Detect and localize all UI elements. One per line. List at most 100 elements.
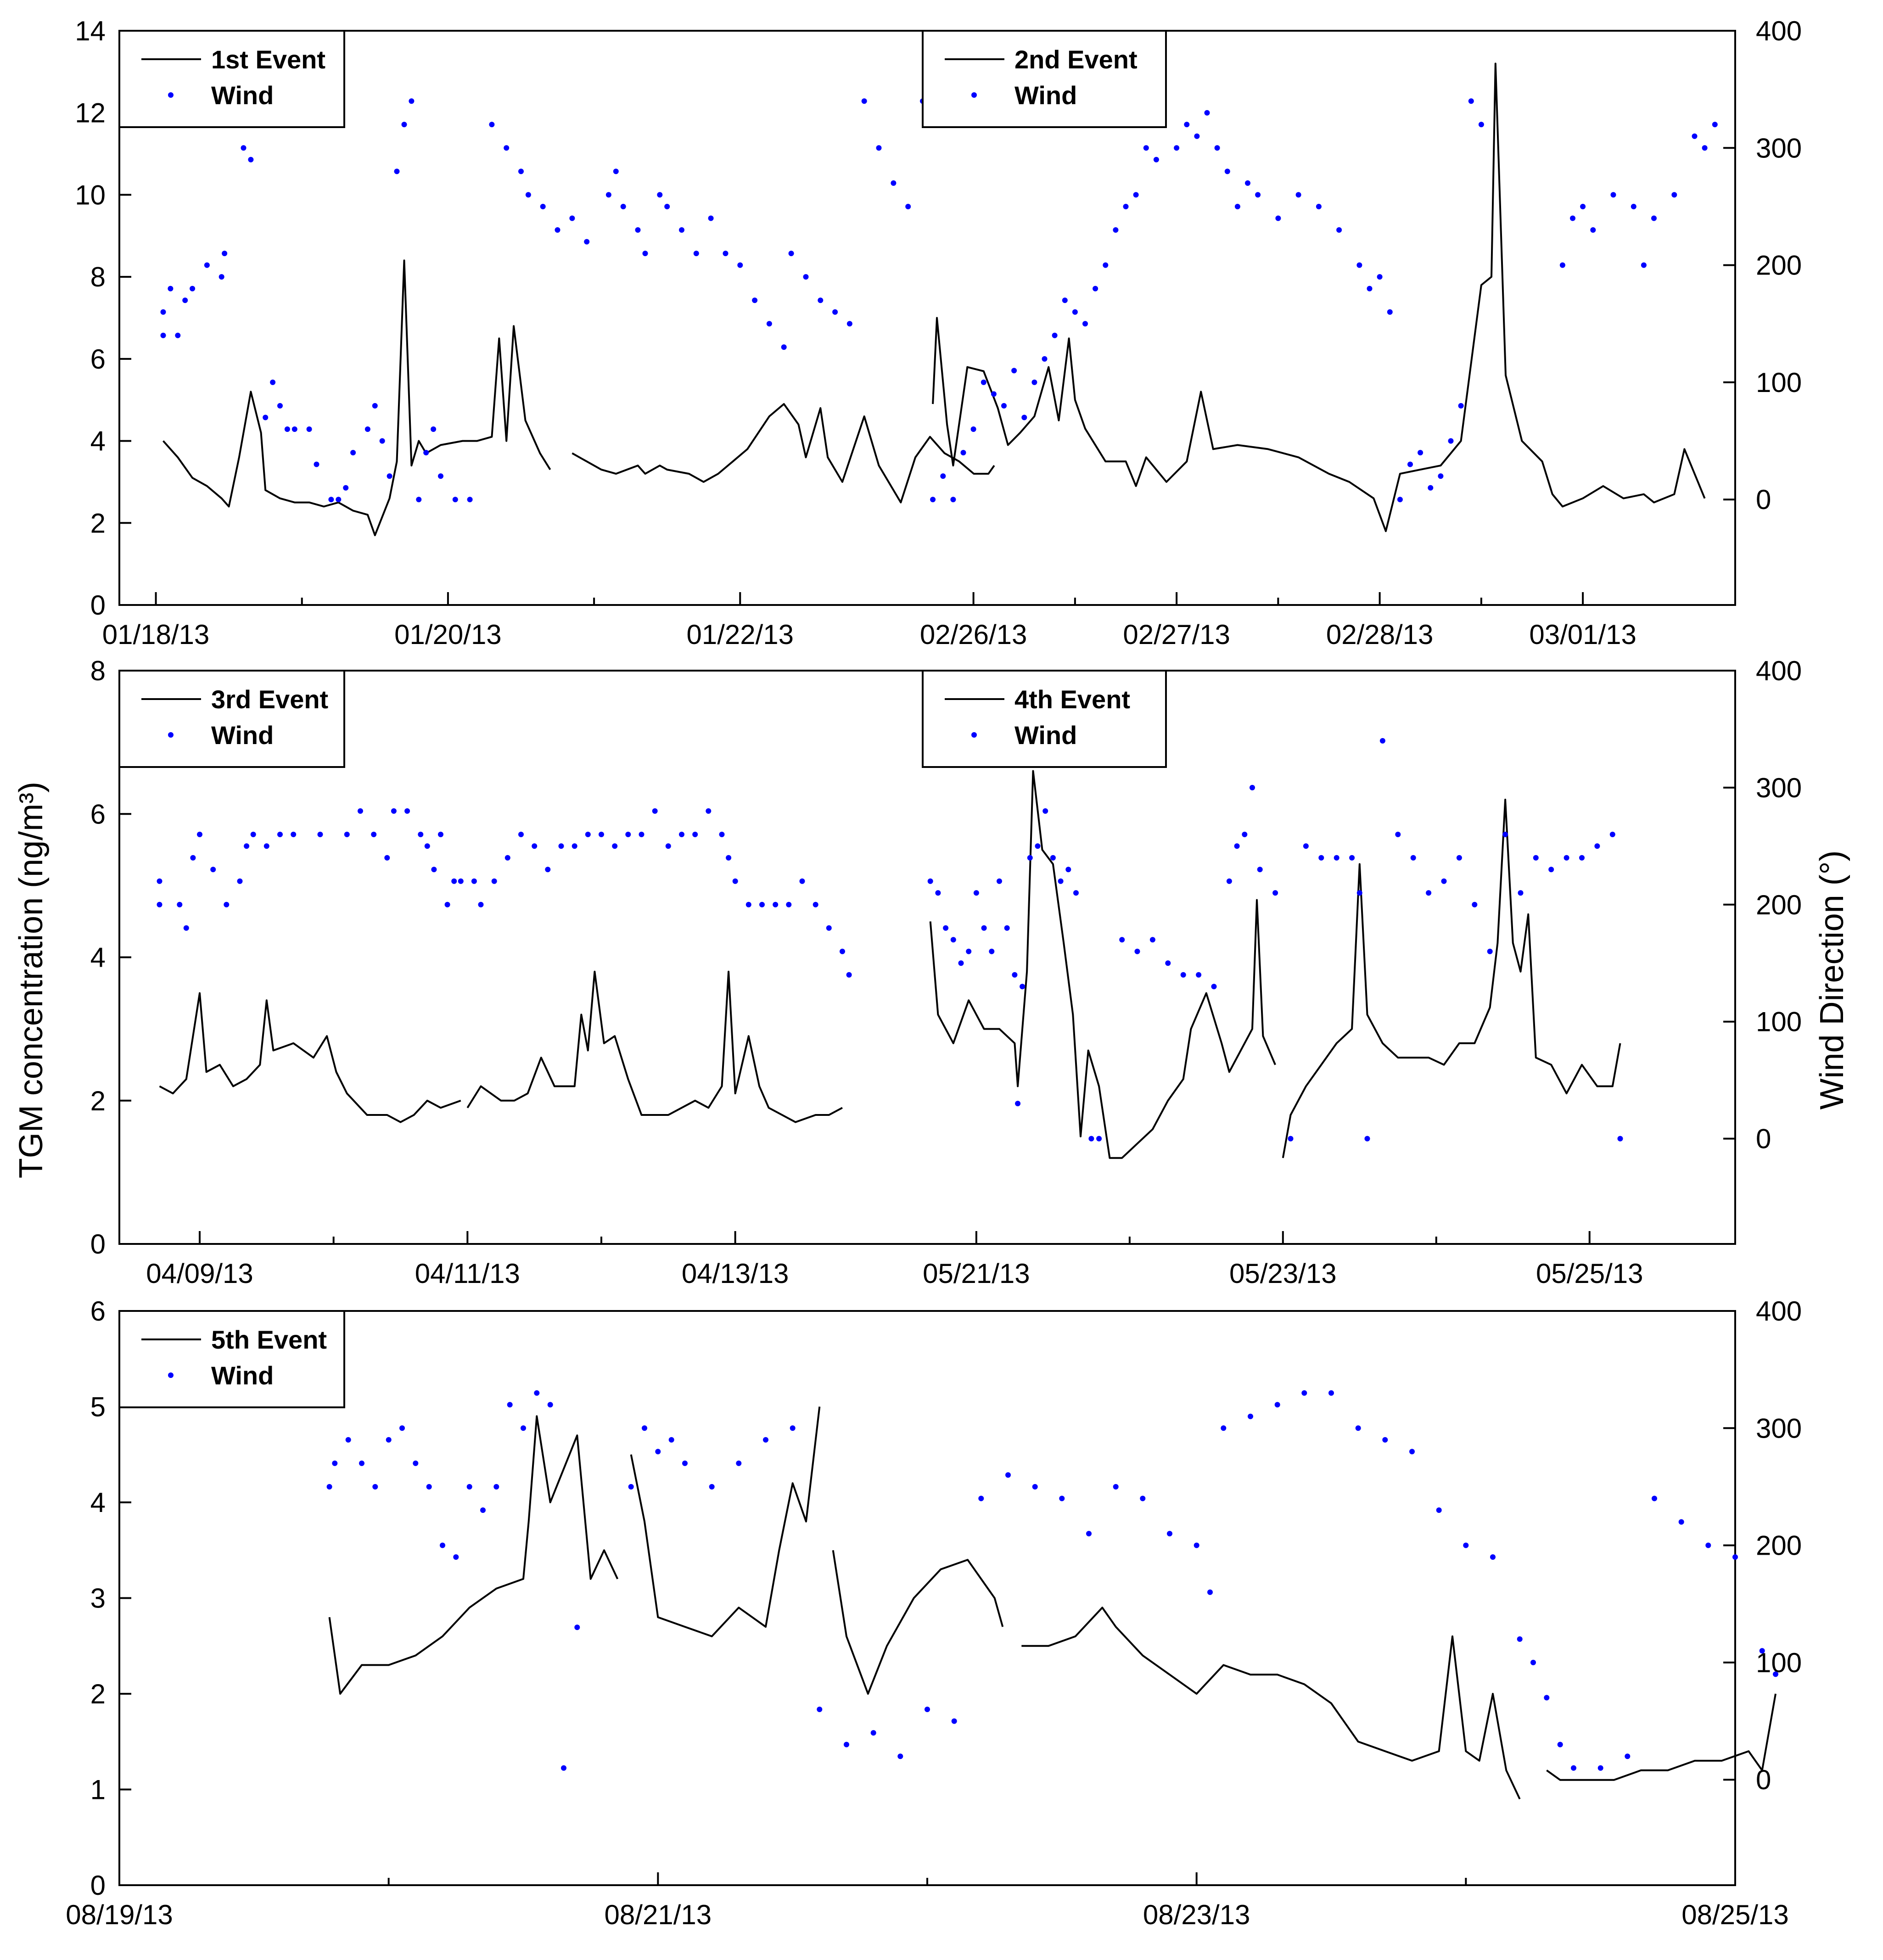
chart-row-1: 0 2 4 6 8 10 12 14 0 100 200 300 400 01/18/13 01/20/13… xyxy=(75,16,1802,650)
wind-point xyxy=(1303,843,1309,849)
wind-point xyxy=(1410,855,1416,861)
left-axis-tick-label: 0 xyxy=(90,590,106,621)
left-axis-tick-label: 4 xyxy=(90,426,106,457)
wind-point xyxy=(1712,122,1718,128)
wind-point xyxy=(958,960,964,966)
wind-point xyxy=(978,1495,984,1501)
wind-point xyxy=(404,808,410,814)
wind-point xyxy=(1428,485,1434,491)
wind-point xyxy=(759,902,765,907)
wind-point xyxy=(1356,262,1362,268)
wind-point xyxy=(891,180,897,186)
event-5-panel: 08/19/13 08/21/13 08/23/13 08/25/13 5th Even… xyxy=(66,1310,1789,1930)
wind-point xyxy=(1042,808,1048,814)
wind-point xyxy=(1133,192,1139,198)
left-axis-tick-label: 6 xyxy=(90,799,106,829)
wind-point xyxy=(1641,262,1647,268)
wind-point xyxy=(1570,215,1575,221)
wind-point xyxy=(1052,332,1058,338)
wind-point xyxy=(1671,192,1677,198)
wind-point xyxy=(491,878,497,884)
right-axis-tick-label: 300 xyxy=(1756,133,1802,163)
wind-point xyxy=(1334,855,1339,861)
wind-point xyxy=(1678,1519,1684,1525)
y-axis-title-right: Wind Direction (°) xyxy=(1814,851,1850,1110)
tgm-series-line xyxy=(832,1550,1004,1695)
wind-point xyxy=(973,890,979,896)
wind-point xyxy=(344,831,350,837)
wind-point xyxy=(1316,204,1322,209)
wind-point xyxy=(737,262,743,268)
wind-point xyxy=(1194,133,1200,139)
wind-point xyxy=(177,902,183,907)
wind-point xyxy=(558,843,564,849)
wind-point xyxy=(981,925,987,931)
wind-point xyxy=(1184,122,1190,128)
wind-point xyxy=(943,925,949,931)
wind-point xyxy=(413,1460,419,1466)
wind-point xyxy=(1571,1765,1576,1771)
wind-point xyxy=(391,808,397,814)
wind-point xyxy=(401,122,407,128)
x-axis-tick-label: 01/18/13 xyxy=(102,619,210,650)
x-axis-tick-label: 02/28/13 xyxy=(1326,619,1434,650)
left-axis-tick-label: 8 xyxy=(90,262,106,292)
wind-point xyxy=(1518,890,1524,896)
wind-point xyxy=(471,878,477,884)
legend-wind-label: Wind xyxy=(1014,721,1077,750)
wind-point xyxy=(467,497,473,503)
right-axis-tick-label: 200 xyxy=(1756,890,1802,920)
wind-point xyxy=(507,1402,513,1408)
left-axis-tick-label: 4 xyxy=(90,942,106,973)
wind-point xyxy=(452,497,458,503)
wind-point xyxy=(981,379,986,385)
wind-point xyxy=(1226,878,1232,884)
wind-point xyxy=(639,831,644,837)
wind-point xyxy=(574,1624,580,1630)
wind-point xyxy=(1441,878,1447,884)
right-axis-tick-label: 0 xyxy=(1756,1124,1771,1154)
wind-point xyxy=(525,192,531,198)
wind-point xyxy=(1149,937,1155,943)
wind-point xyxy=(1364,1136,1370,1142)
wind-point xyxy=(336,497,342,503)
wind-point xyxy=(1058,878,1064,884)
wind-point xyxy=(426,1484,432,1490)
wind-point xyxy=(478,902,484,907)
wind-point xyxy=(1609,831,1615,837)
wind-point xyxy=(709,1484,715,1490)
wind-point xyxy=(736,1460,742,1466)
x-axis-tick-label: 08/25/13 xyxy=(1681,1899,1789,1930)
legend-dot-swatch xyxy=(168,92,174,98)
wind-point xyxy=(1093,286,1098,291)
x-axis-tick-label: 08/23/13 xyxy=(1143,1899,1250,1930)
legend-box xyxy=(118,670,345,768)
wind-point xyxy=(210,867,216,873)
wind-point xyxy=(1031,379,1037,385)
wind-point xyxy=(1652,1495,1657,1501)
legend-dot-swatch xyxy=(971,732,977,738)
wind-point xyxy=(1140,1495,1146,1501)
left-axis-tick-label: 3 xyxy=(90,1583,106,1614)
tgm-series-line xyxy=(929,770,1276,1159)
wind-point xyxy=(423,450,429,456)
wind-point xyxy=(1705,1542,1711,1548)
y-axis-title-left: TGM concentration (ng/m³) xyxy=(13,782,50,1178)
wind-point xyxy=(431,426,437,432)
wind-point xyxy=(635,227,641,233)
right-axis-tick-label: 300 xyxy=(1756,1413,1802,1444)
wind-point xyxy=(1463,1542,1469,1548)
wind-point xyxy=(1165,960,1171,966)
event-1-panel: 01/18/13 01/20/13 01/22/13 1st Event Wind xyxy=(102,30,995,650)
right-axis-tick-label: 200 xyxy=(1756,250,1802,281)
wind-point xyxy=(1579,855,1585,861)
wind-point xyxy=(628,1484,634,1490)
wind-point xyxy=(1625,1753,1631,1759)
wind-point xyxy=(1086,1531,1092,1537)
wind-point xyxy=(237,878,243,884)
wind-point xyxy=(989,948,995,954)
wind-point xyxy=(706,808,712,814)
wind-point xyxy=(861,98,867,104)
wind-point xyxy=(935,890,941,896)
